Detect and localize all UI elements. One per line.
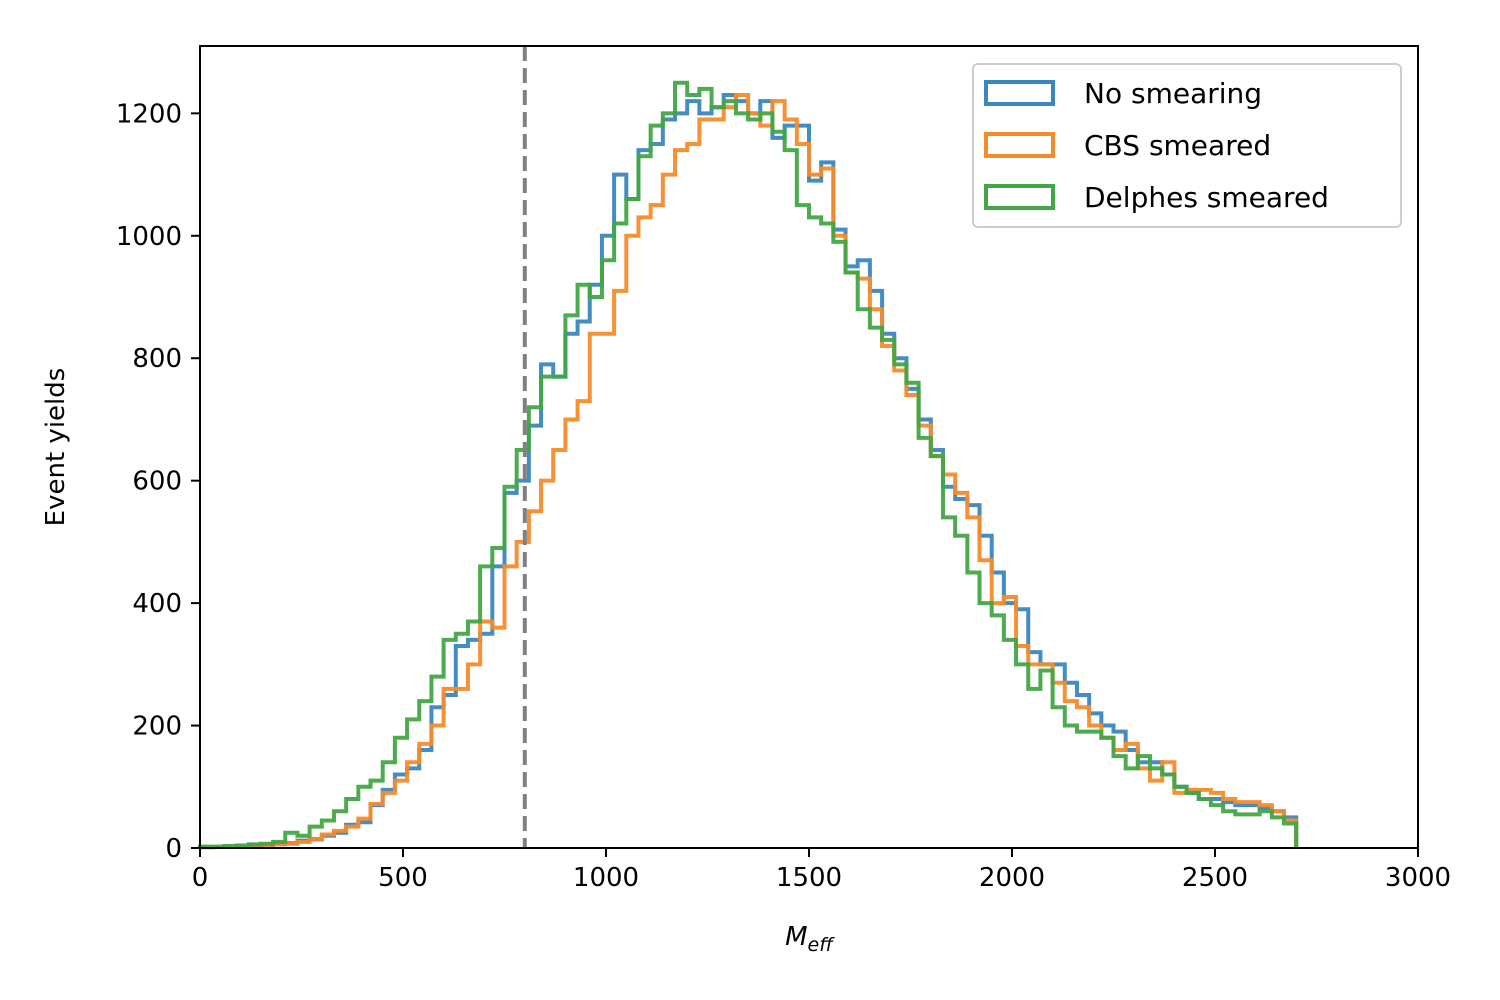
x-axis-ticks: 0 500 1000 1500 2000 2500 3000	[192, 848, 1451, 893]
y-tick-label: 200	[132, 712, 182, 742]
series-line-delphes-smeared	[198, 80, 1299, 849]
x-tick-label: 0	[192, 863, 209, 893]
legend-swatch	[984, 184, 1055, 210]
y-tick-label: 400	[132, 589, 182, 619]
y-axis-ticks: 0 200 400 600 800 1000 1200	[116, 99, 200, 864]
legend-items: No smearing CBS smeared Delphes smeared	[984, 77, 1329, 214]
y-tick-label: 800	[132, 344, 182, 374]
legend-swatch	[984, 132, 1055, 158]
y-tick-label: 1000	[116, 222, 182, 252]
legend-label: Delphes smeared	[1084, 181, 1329, 214]
series-layer	[198, 80, 1299, 850]
legend-box	[972, 63, 1402, 228]
x-tick-label: 3000	[1385, 863, 1451, 893]
y-axis-label: Event yields	[41, 368, 71, 527]
x-tick-label: 1500	[776, 863, 842, 893]
x-tick-label: 2000	[979, 863, 1045, 893]
legend-swatch	[984, 80, 1055, 106]
legend-label: No smearing	[1084, 77, 1262, 110]
x-axis-label-sub: eff	[808, 934, 836, 956]
x-axis-label: Meff	[785, 922, 835, 956]
y-tick-label: 1200	[116, 99, 182, 129]
x-tick-label: 1000	[573, 863, 639, 893]
x-tick-label: 500	[378, 863, 428, 893]
y-tick-label: 0	[165, 834, 182, 864]
legend: No smearing CBS smeared Delphes smeared	[972, 63, 1402, 228]
y-tick-label: 600	[132, 467, 182, 497]
legend-label: CBS smeared	[1084, 129, 1271, 162]
x-tick-label: 2500	[1182, 863, 1248, 893]
x-axis-label-main: M	[785, 922, 807, 952]
